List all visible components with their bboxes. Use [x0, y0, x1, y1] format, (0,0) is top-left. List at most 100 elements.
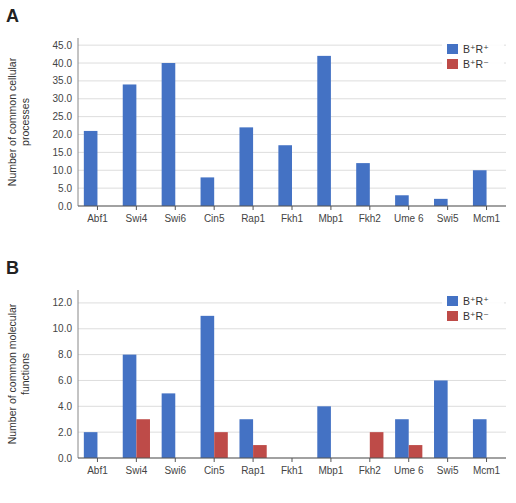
- x-tick-label: Swi6: [164, 465, 186, 476]
- bars: [84, 56, 487, 206]
- panel: A0.05.010.015.020.025.030.035.040.045.0N…: [6, 6, 506, 224]
- bar: [434, 380, 448, 458]
- legend-swatch: [447, 59, 458, 69]
- x-tick: [408, 458, 409, 462]
- y-axis-label-line: functions: [19, 353, 31, 395]
- x-tick-label: Ume 6: [394, 213, 424, 224]
- panel: B 0.0 2.0 4.0 6.0 8.0 10.0 12.0 Number of common…: [6, 258, 506, 476]
- grid-line: [78, 134, 506, 135]
- x-tick-label: Swi4: [126, 465, 148, 476]
- x-tick: [253, 458, 254, 462]
- bar: [409, 445, 423, 458]
- x-tick: [136, 206, 137, 210]
- x-tick: [408, 206, 409, 210]
- y-tick-label: 6.0: [58, 375, 72, 386]
- legend-label: B⁺R⁻: [463, 310, 489, 322]
- x-tick: [369, 206, 370, 210]
- x-tick: [330, 458, 331, 462]
- x-tick: [369, 458, 370, 462]
- y-tick-label: 45.0: [53, 40, 73, 51]
- x-tick: [486, 458, 487, 462]
- x-tick-label: Fkh2: [359, 213, 382, 224]
- x-tick-label: Fkh2: [359, 465, 382, 476]
- x-tick-label: Mbp1: [318, 465, 343, 476]
- x-tick: [97, 458, 98, 462]
- x-tick: [292, 206, 293, 210]
- legend-label: B⁺R⁺: [463, 295, 489, 307]
- y-tick-label: 0.0: [58, 201, 72, 212]
- x-tick-label: Mbp1: [318, 213, 343, 224]
- bar: [278, 145, 292, 206]
- x-tick-label: Rap1: [241, 465, 265, 476]
- grid-line: [78, 354, 506, 355]
- y-tick-label: 5.0: [58, 183, 72, 194]
- x-tick: [214, 206, 215, 210]
- y-tick-label: 0.0: [58, 453, 72, 464]
- bar: [253, 445, 267, 458]
- bar: [356, 163, 370, 206]
- bar: [201, 177, 215, 206]
- x-tick-label: Ume 6: [394, 465, 424, 476]
- y-axis-line: [78, 38, 79, 206]
- bar: [434, 199, 448, 206]
- y-tick-label: 2.0: [58, 427, 72, 438]
- x-tick: [447, 206, 448, 210]
- y-axis-label-line: Number of common molecular: [6, 303, 18, 444]
- panel-title: A: [6, 6, 19, 26]
- x-tick: [253, 206, 254, 210]
- y-axis-label-line: Number of common cellular: [6, 57, 18, 186]
- x-tick-label: Mcm1: [473, 465, 501, 476]
- bar: [370, 432, 384, 458]
- grid-line: [78, 45, 506, 46]
- x-tick: [292, 458, 293, 462]
- legend-background: [442, 40, 504, 76]
- x-tick: [136, 458, 137, 462]
- x-tick-label: Mcm1: [473, 213, 501, 224]
- x-tick-label: Rap1: [241, 213, 265, 224]
- y-axis-label: Number of common molecularfunctions: [6, 303, 31, 444]
- legend-label: B⁺R⁺: [463, 43, 489, 55]
- y-tick-label: 20.0: [53, 129, 73, 140]
- x-tick-label: Cin5: [204, 465, 225, 476]
- bar: [317, 56, 331, 206]
- bars: [84, 316, 487, 458]
- bar: [395, 195, 409, 206]
- legend-swatch: [447, 44, 458, 54]
- grid-line: [78, 302, 506, 303]
- bar: [201, 316, 215, 458]
- y-tick-label: 10.0: [53, 323, 73, 334]
- y-tick-label: 35.0: [53, 75, 73, 86]
- y-tick-label: 15.0: [53, 147, 73, 158]
- legend: B⁺R⁺ B⁺R⁻: [442, 292, 504, 328]
- bar: [473, 419, 487, 458]
- x-tick: [447, 458, 448, 462]
- bar: [84, 131, 98, 206]
- y-tick-label: 4.0: [58, 401, 72, 412]
- y-tick-label: 12.0: [53, 297, 73, 308]
- legend-background: [442, 292, 504, 328]
- y-tick-label: 8.0: [58, 349, 72, 360]
- x-tick: [175, 206, 176, 210]
- x-tick: [97, 206, 98, 210]
- bar: [123, 84, 137, 206]
- y-tick-label: 25.0: [53, 111, 73, 122]
- legend-swatch: [447, 296, 458, 306]
- bar: [395, 419, 409, 458]
- x-tick-label: Abf1: [87, 465, 108, 476]
- x-tick-label: Swi6: [164, 213, 186, 224]
- bar: [214, 432, 228, 458]
- grid-line: [78, 328, 506, 329]
- grid-line: [78, 98, 506, 99]
- x-tick: [214, 458, 215, 462]
- bar: [162, 63, 176, 206]
- y-tick-label: 30.0: [53, 93, 73, 104]
- bar: [84, 432, 98, 458]
- bar: [136, 419, 150, 458]
- x-tick-label: Swi5: [437, 465, 459, 476]
- x-tick-label: Abf1: [87, 213, 108, 224]
- bar: [123, 355, 137, 458]
- grid-line: [78, 80, 506, 81]
- legend: B⁺R⁺B⁺R⁻: [442, 40, 504, 76]
- panel-title: B: [6, 258, 19, 278]
- bar: [239, 419, 253, 458]
